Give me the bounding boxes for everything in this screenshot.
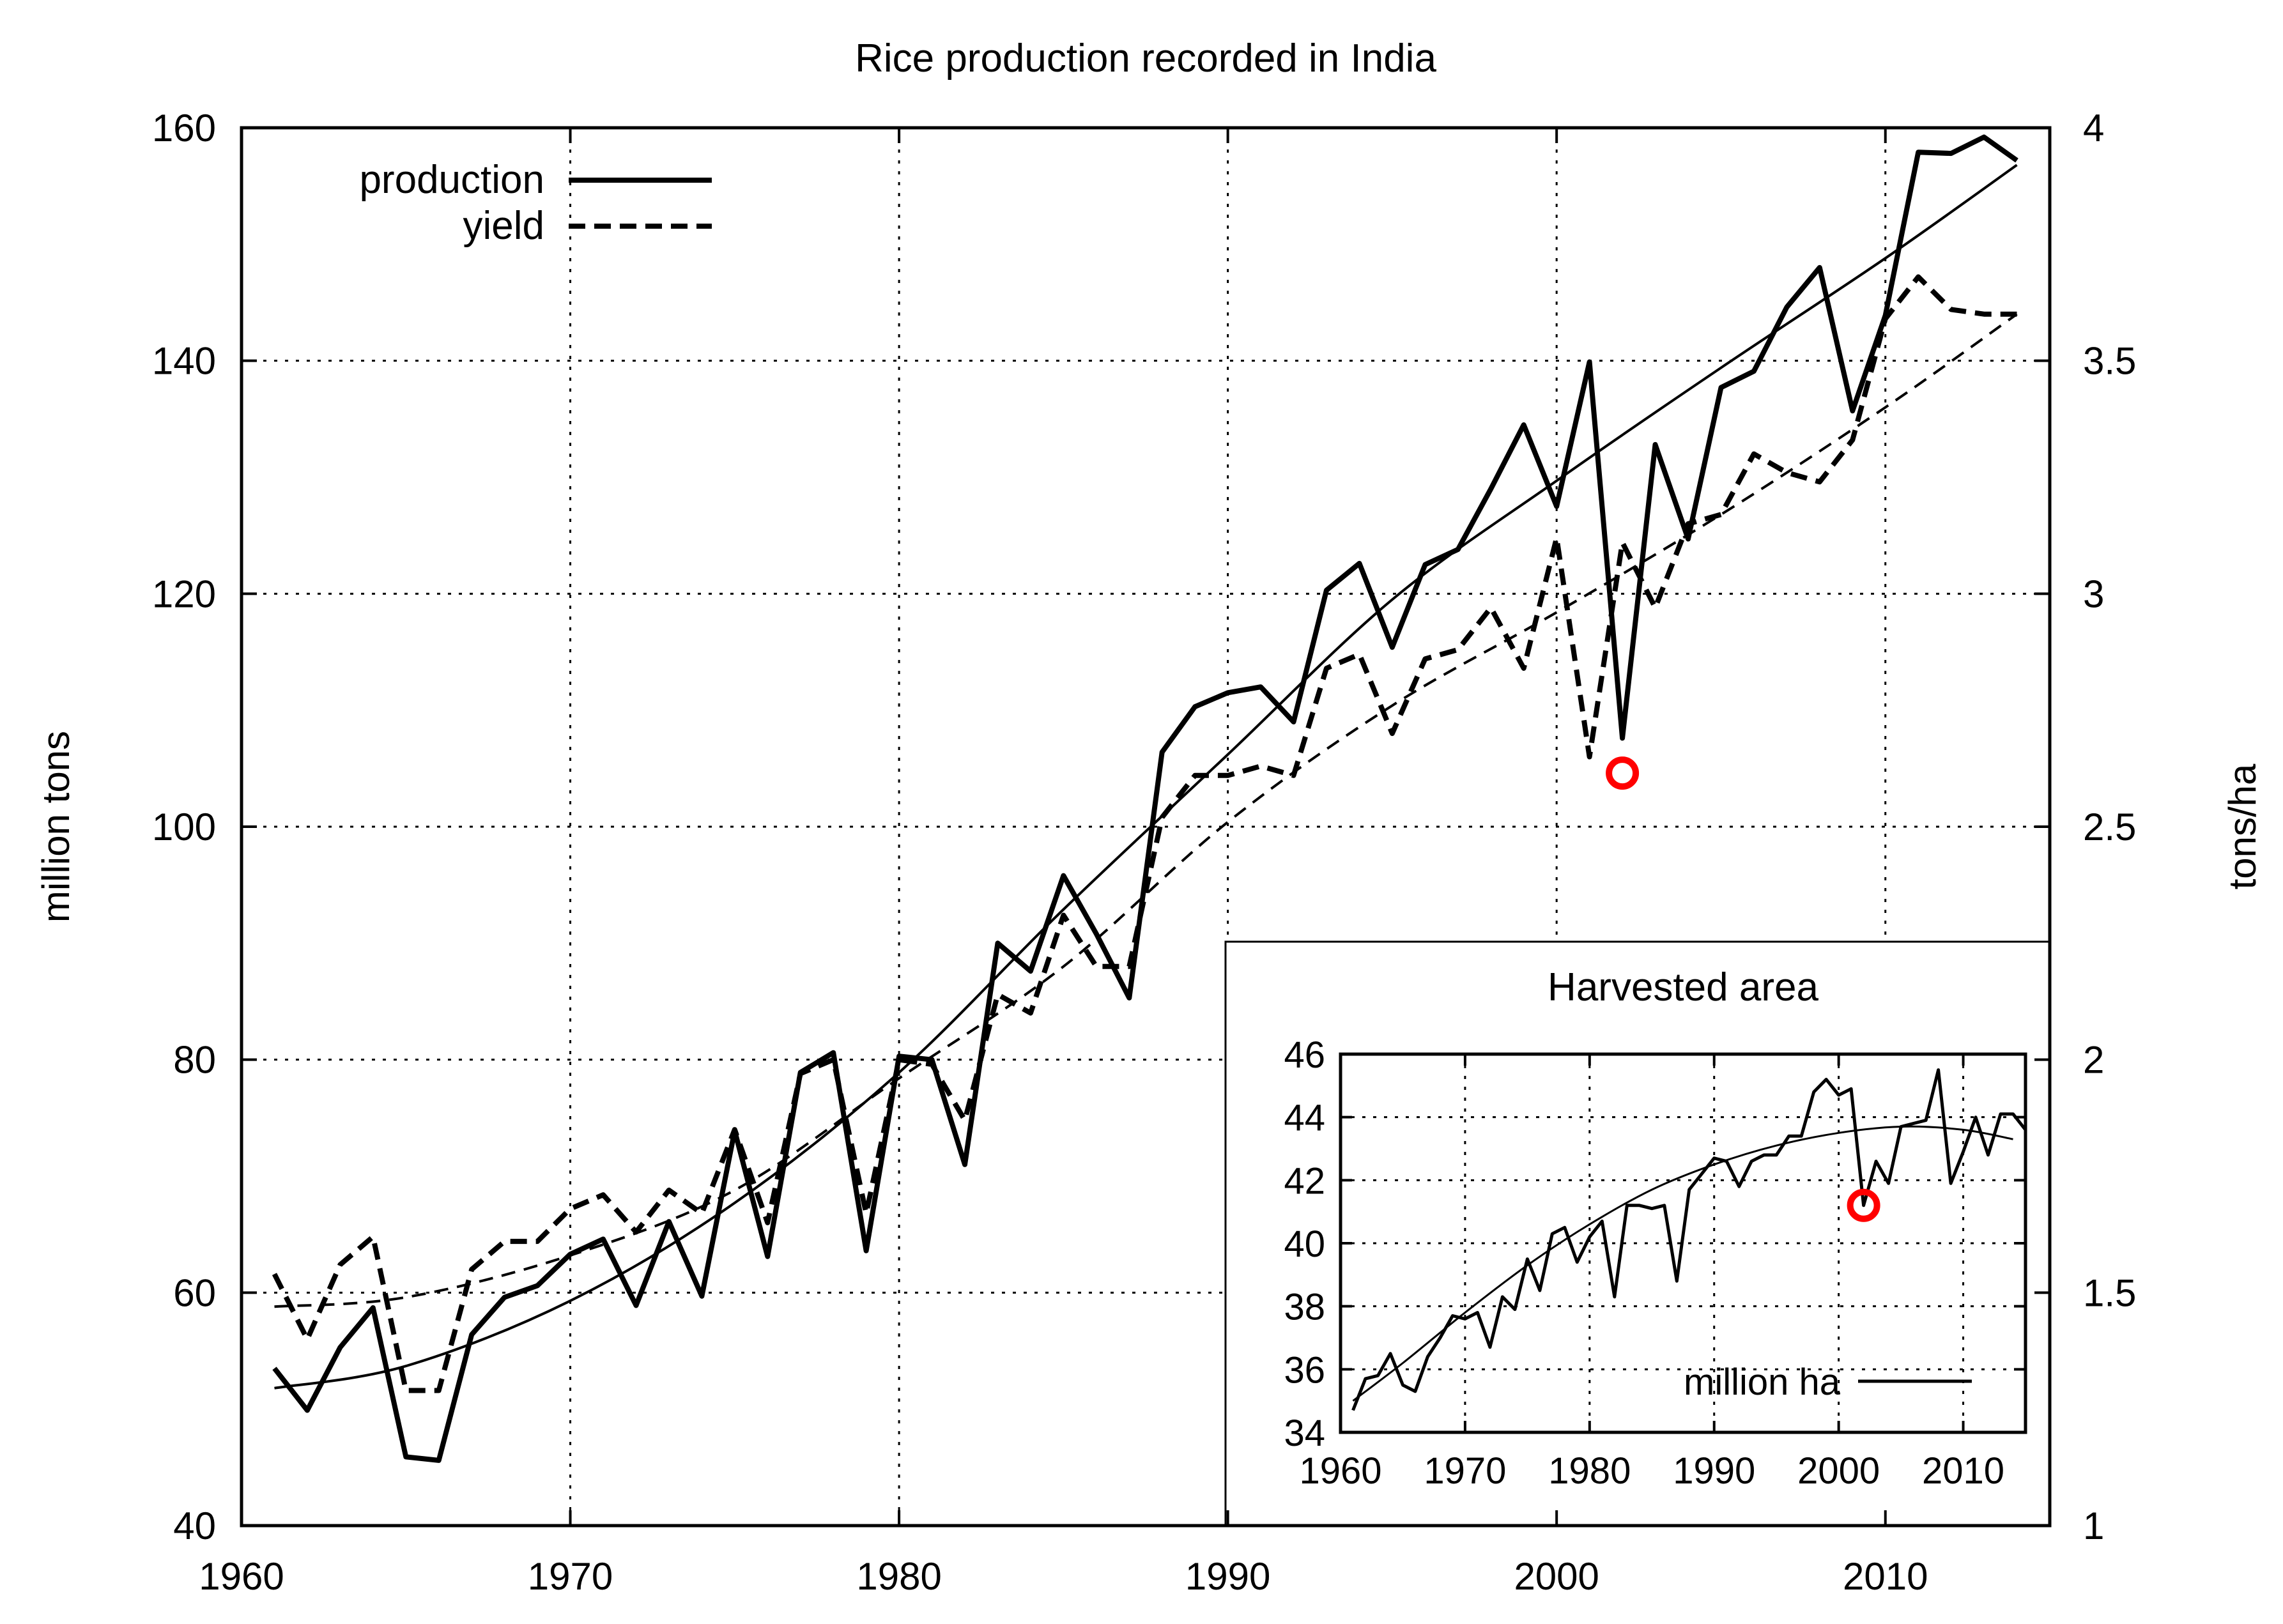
y2-tick-label: 3 (2083, 572, 2104, 615)
inset-y-tick-label: 36 (1284, 1349, 1325, 1391)
production-series-line (272, 134, 2018, 1463)
legend-label-production: production (359, 158, 544, 202)
y2-tick-label: 4 (2083, 107, 2104, 149)
inset-x-tick-label: 2010 (1922, 1450, 2004, 1492)
y2-tick-label: 2 (2083, 1039, 2104, 1082)
y-tick-label: 40 (173, 1505, 216, 1547)
y2-tick-label: 1.5 (2083, 1271, 2136, 1314)
inset-x-tick-label: 1980 (1548, 1450, 1631, 1492)
highlight-marker-inset (1847, 1188, 1880, 1222)
inset-y-tick-label: 42 (1284, 1160, 1325, 1202)
inset-y-tick-label: 44 (1284, 1098, 1325, 1139)
inset-y-tick-label: 46 (1284, 1034, 1325, 1076)
x-tick-label: 1960 (199, 1555, 284, 1598)
legend-label-yield: yield (463, 204, 544, 248)
x-tick-label: 2010 (1843, 1555, 1928, 1598)
y-tick-label: 100 (152, 806, 216, 848)
y-tick-label: 120 (152, 572, 216, 615)
x-tick-label: 1990 (1185, 1555, 1270, 1598)
x-tick-label: 1970 (528, 1555, 613, 1598)
y-tick-label: 160 (152, 107, 216, 149)
inset-y-tick-label: 34 (1284, 1413, 1325, 1454)
area-series-line (1351, 1068, 2027, 1411)
y-tick-label: 80 (173, 1039, 216, 1082)
inset-y-tick-label: 38 (1284, 1287, 1325, 1328)
inset-y-tick-label: 40 (1284, 1223, 1325, 1265)
y2-tick-label: 1 (2083, 1505, 2104, 1547)
inset-x-tick-label: 1970 (1424, 1450, 1506, 1492)
inset-x-tick-label: 1990 (1673, 1450, 1755, 1492)
y-tick-label: 140 (152, 340, 216, 383)
inset-x-tick-label: 2000 (1797, 1450, 1880, 1492)
inset-legend-label: million ha (1684, 1361, 1841, 1403)
inset-title: Harvested area (1548, 965, 1818, 1009)
y2-axis-label: tons/ha (2221, 763, 2264, 889)
y-tick-label: 60 (173, 1271, 216, 1314)
inset-panel (1224, 940, 2051, 1527)
highlight-marker-main (1606, 756, 1640, 790)
production-trend-line (274, 164, 2018, 1390)
y2-tick-label: 2.5 (2083, 806, 2136, 848)
chart-title: Rice production recorded in India (855, 36, 1436, 80)
inset-x-tick-label: 1960 (1299, 1450, 1381, 1492)
y2-tick-label: 3.5 (2083, 340, 2136, 383)
x-tick-label: 2000 (1514, 1555, 1599, 1598)
x-tick-label: 1980 (856, 1555, 941, 1598)
y-axis-label: million tons (35, 731, 77, 923)
